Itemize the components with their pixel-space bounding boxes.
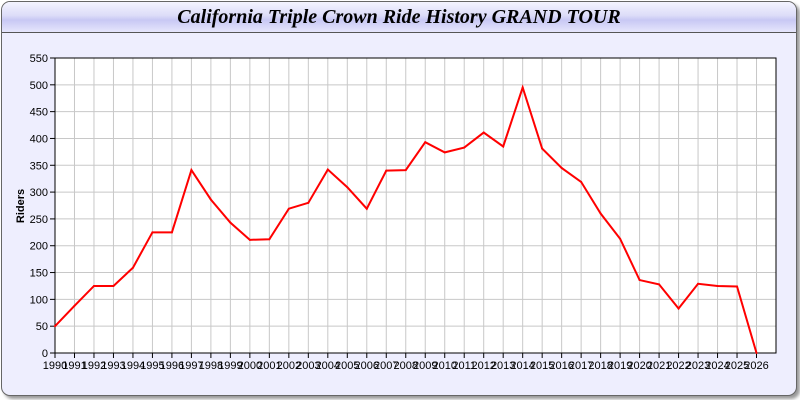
y-tick-label: 200 [30,241,48,253]
x-tick-label: 1999 [218,360,242,372]
x-tick-label: 2012 [471,360,495,372]
y-tick-label: 250 [30,214,48,226]
data-point [619,237,622,240]
data-point [638,279,641,282]
title-bar: California Triple Crown Ride History GRA… [2,2,796,33]
data-point [424,141,427,144]
x-tick-label: 1993 [101,360,125,372]
data-point [736,285,739,288]
x-tick-label: 2010 [432,360,456,372]
data-point [658,283,661,286]
x-tick-label: 2023 [686,360,710,372]
x-tick-label: 2002 [277,360,301,372]
chart-title: California Triple Crown Ride History GRA… [177,6,621,28]
data-point [287,207,290,210]
data-point [560,166,563,169]
data-point [248,238,251,241]
x-tick-label: 2008 [394,360,418,372]
y-tick-label: 0 [42,348,48,360]
y-tick-label: 50 [36,321,48,333]
x-tick-label: 2015 [530,360,554,372]
data-point [443,151,446,154]
x-tick-label: 1994 [121,360,145,372]
x-tick-label: 2024 [705,360,729,372]
x-tick-label: 2022 [666,360,690,372]
y-tick-label: 100 [30,294,48,306]
data-point [151,231,154,234]
data-point [385,169,388,172]
x-tick-label: 2019 [608,360,632,372]
data-point [482,131,485,134]
x-tick-label: 2020 [627,360,651,372]
data-point [716,284,719,287]
data-point [521,86,524,89]
x-tick-label: 2014 [510,360,534,372]
data-point [268,238,271,241]
x-tick-label: 2017 [569,360,593,372]
series [54,84,758,354]
x-tick-label: 2021 [647,360,671,372]
data-point [307,201,310,204]
x-tick-label: 1996 [160,360,184,372]
grid [54,57,776,354]
data-point [73,304,76,307]
data-point [190,169,193,172]
y-tick-label: 400 [30,133,48,145]
x-tick-label: 2016 [549,360,573,372]
data-point [697,282,700,285]
x-tick-label: 1990 [43,360,67,372]
data-point [463,146,466,149]
x-tick-label: 2006 [355,360,379,372]
data-point [54,325,56,328]
x-tick-label: 2018 [588,360,612,372]
data-point [404,169,407,172]
data-point [112,284,115,287]
x-tick-label: 1997 [179,360,203,372]
y-tick-label: 500 [30,80,48,92]
y-tick-label: 300 [30,187,48,199]
data-point [755,352,758,354]
x-tick-label: 2013 [491,360,515,372]
x-tick-label: 2000 [238,360,262,372]
x-tick-label: 2004 [316,360,340,372]
x-tick-label: 2025 [725,360,749,372]
data-point [541,147,544,150]
y-axis-label: Riders [15,189,27,223]
plot-border [54,57,777,354]
x-tick-label: 1991 [62,360,86,372]
x-tick-label: 2009 [413,360,437,372]
x-tick-label: 2001 [257,360,281,372]
data-point [170,231,173,234]
data-point [677,307,680,310]
x-tick-label: 2007 [374,360,398,372]
x-tick-label: 1998 [199,360,223,372]
plot-area [55,58,776,353]
x-tick-label: 2003 [296,360,320,372]
x-tick-label: 2005 [335,360,359,372]
data-point [131,266,134,269]
y-tick-label: 550 [30,53,48,65]
axes: 0501001502002503003504004505005501990199… [30,53,777,372]
x-tick-label: 2011 [452,360,476,372]
data-point [209,198,212,201]
x-tick-label: 2026 [744,360,768,372]
data-point [599,212,602,215]
y-tick-label: 150 [30,268,48,280]
data-point [502,145,505,148]
data-point [92,284,95,287]
data-point [580,180,583,183]
data-point [326,168,329,171]
x-tick-label: 1995 [140,360,164,372]
y-tick-label: 450 [30,107,48,119]
data-point [365,207,368,210]
data-point [229,221,232,224]
x-tick-label: 1992 [82,360,106,372]
data-point [346,186,349,189]
y-tick-label: 350 [30,160,48,172]
